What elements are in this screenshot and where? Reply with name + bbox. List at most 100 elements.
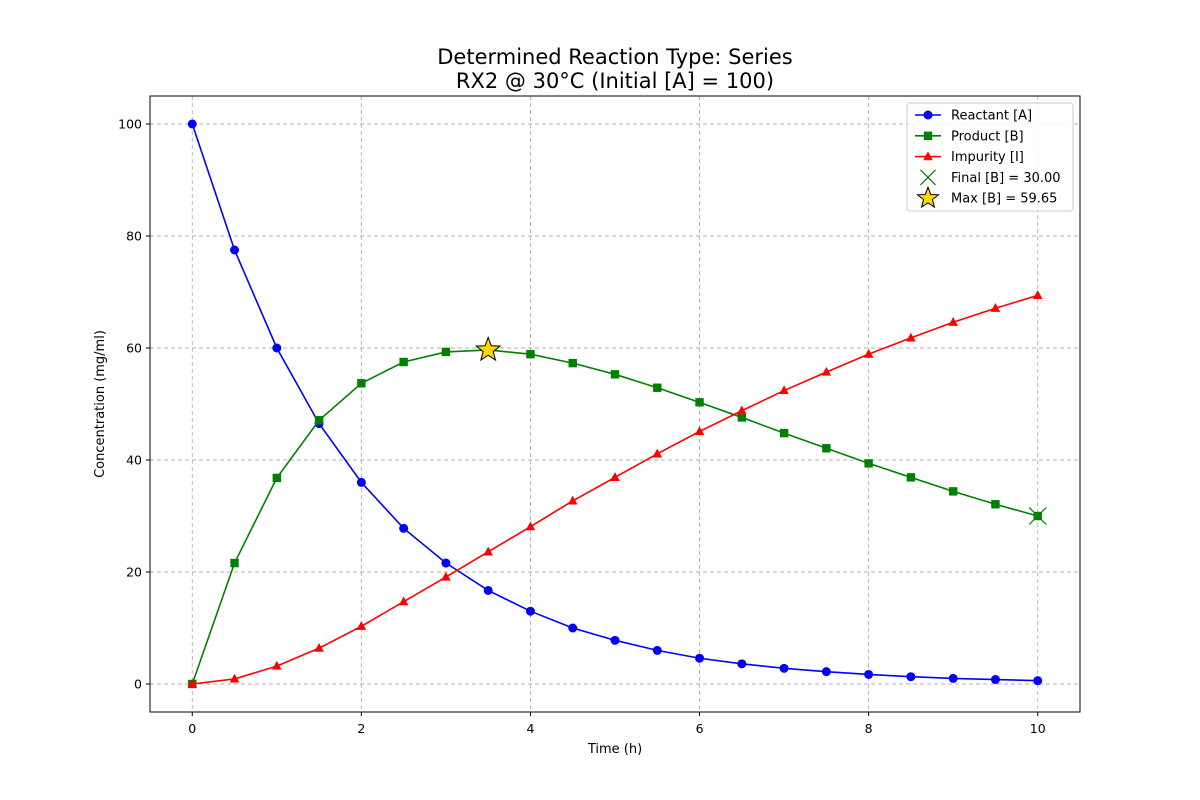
data-point-reactant-a — [652, 645, 662, 655]
legend-marker-swatch — [923, 110, 933, 120]
data-point-impurity-i — [737, 405, 747, 415]
data-point-reactant-a — [441, 558, 451, 568]
data-point-product-b — [822, 444, 831, 453]
annotation-markers — [474, 336, 1047, 525]
data-point-product-b — [948, 487, 958, 496]
data-point-product-b — [526, 349, 535, 359]
series-impurity-i — [187, 290, 1043, 688]
data-point-impurity-i — [1032, 290, 1043, 299]
data-point-impurity-i — [314, 642, 324, 652]
data-point-reactant-a — [568, 623, 578, 633]
data-point-product-b — [991, 500, 1000, 509]
data-point-impurity-i — [567, 495, 578, 505]
legend-label: Max [B] = 59.65 — [951, 192, 1057, 207]
data-point-product-b — [610, 370, 620, 379]
data-point-impurity-i — [610, 472, 620, 481]
data-point-reactant-a — [610, 635, 620, 645]
data-point-product-b — [441, 347, 451, 357]
data-point-impurity-i — [441, 571, 451, 581]
data-point-reactant-a — [272, 343, 282, 353]
legend-label: Reactant [A] — [951, 109, 1032, 124]
legend-box — [906, 102, 1074, 212]
y-tick-label: 20 — [126, 565, 142, 580]
data-point-product-b — [864, 459, 873, 468]
y-tick-label: 40 — [126, 453, 142, 468]
legend-label: Product [B] — [951, 129, 1024, 144]
x-tick-label: 8 — [865, 721, 873, 736]
data-point-reactant-a — [187, 119, 197, 129]
data-point-product-b — [357, 379, 366, 388]
final-b-x-marker — [1028, 507, 1047, 525]
y-tick-label: 0 — [134, 677, 142, 692]
legend-marker-swatch — [916, 185, 940, 209]
data-point-reactant-a — [821, 667, 831, 677]
legend-label: Impurity [I] — [951, 150, 1024, 165]
data-point-impurity-i — [863, 348, 874, 358]
legend-entry-max-b-59-65: Max [B] = 59.65 — [916, 185, 1057, 209]
data-point-impurity-i — [272, 660, 282, 670]
data-point-reactant-a — [737, 659, 747, 669]
data-point-reactant-a — [948, 673, 958, 683]
chart-title-line-1: Determined Reaction Type: Series — [437, 45, 792, 69]
data-point-product-b — [568, 358, 577, 368]
chart-title-line-2: RX2 @ 30°C (Initial [A] = 100) — [456, 69, 774, 93]
series-reactant-a — [187, 119, 1043, 686]
data-point-impurity-i — [652, 448, 663, 458]
data-point-reactant-a — [356, 477, 366, 487]
legend-entry-product-b: Product [B] — [915, 129, 1024, 144]
data-point-reactant-a — [779, 663, 789, 673]
x-tick-label: 2 — [357, 721, 365, 736]
legend-marker-swatch — [923, 151, 933, 161]
legend-marker-swatch — [923, 131, 933, 140]
legend-entry-impurity-i: Impurity [I] — [915, 150, 1024, 165]
data-point-product-b — [399, 357, 408, 367]
data-point-impurity-i — [187, 678, 198, 688]
legend-entry-final-b-30-00: Final [B] = 30.00 — [920, 169, 1061, 186]
data-point-product-b — [272, 473, 282, 483]
plot-area-frame — [149, 95, 1081, 713]
data-point-impurity-i — [948, 317, 958, 326]
data-point-impurity-i — [694, 426, 705, 436]
legend-marker-swatch — [920, 169, 936, 186]
data-point-reactant-a — [525, 606, 535, 616]
x-tick-label: 0 — [188, 721, 196, 736]
legend-label: Final [B] = 30.00 — [951, 171, 1061, 186]
x-tick-label: 6 — [696, 721, 704, 736]
data-point-reactant-a — [399, 523, 409, 533]
data-point-reactant-a — [230, 245, 240, 255]
data-point-reactant-a — [864, 669, 874, 679]
max-b-star-marker — [474, 336, 502, 362]
data-point-product-b — [314, 416, 324, 425]
data-point-impurity-i — [779, 385, 789, 395]
data-point-impurity-i — [990, 303, 1001, 312]
legend-entry-reactant-a: Reactant [A] — [915, 109, 1032, 124]
data-point-product-b — [653, 383, 662, 392]
x-tick-label: 4 — [526, 721, 534, 736]
data-point-reactant-a — [1033, 676, 1043, 686]
legend: Reactant [A] Product [B] Impurity [I] Final… — [906, 102, 1074, 212]
data-point-product-b — [230, 558, 239, 568]
data-point-reactant-a — [906, 672, 916, 682]
data-point-product-b — [695, 398, 704, 407]
data-point-impurity-i — [525, 521, 536, 531]
y-tick-label: 60 — [126, 341, 142, 356]
data-point-impurity-i — [356, 621, 367, 630]
data-point-impurity-i — [821, 366, 832, 376]
data-point-product-b — [737, 413, 747, 422]
x-axis-label: Time (h) — [587, 742, 642, 757]
data-point-reactant-a — [483, 585, 493, 595]
data-point-impurity-i — [398, 596, 409, 606]
data-point-reactant-a — [695, 653, 705, 663]
data-point-product-b — [779, 428, 789, 438]
data-point-impurity-i — [483, 546, 493, 556]
y-tick-label: 80 — [126, 229, 142, 244]
data-point-product-b — [906, 473, 916, 482]
y-tick-label: 100 — [118, 117, 142, 132]
data-point-impurity-i — [229, 673, 240, 683]
data-point-reactant-a — [990, 675, 1000, 685]
x-tick-label: 10 — [1030, 721, 1046, 736]
data-point-impurity-i — [906, 332, 916, 342]
y-axis-label: Concentration (mg/ml) — [93, 330, 108, 478]
